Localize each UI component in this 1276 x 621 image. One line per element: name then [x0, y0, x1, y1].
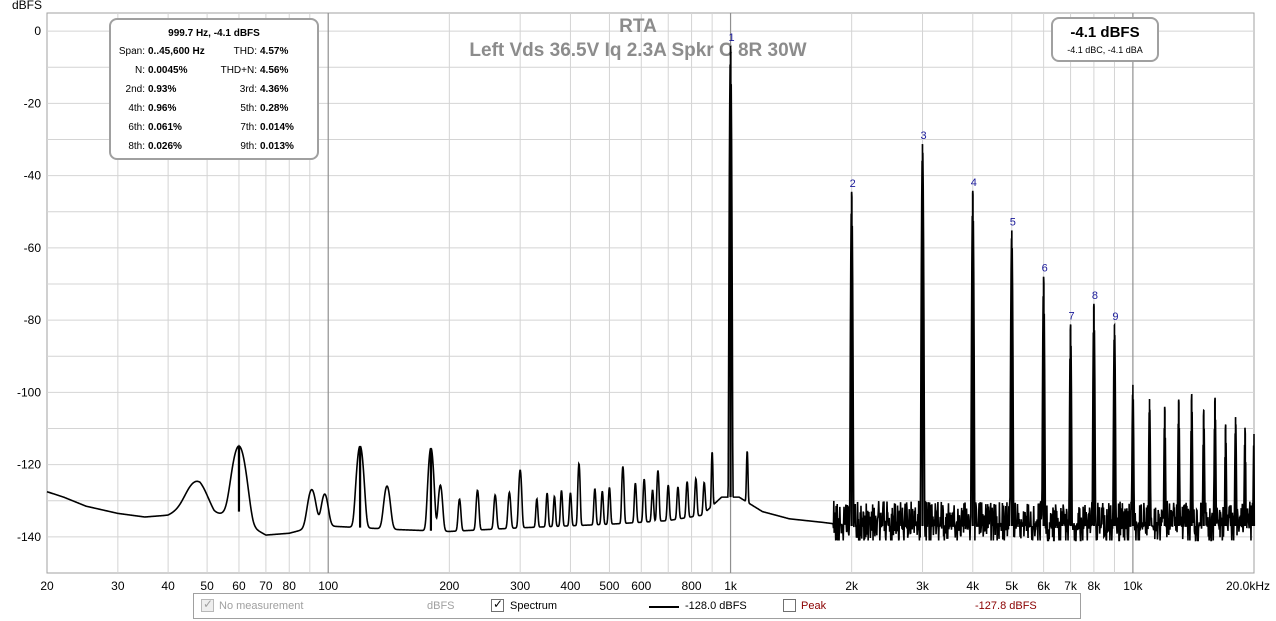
x-tick-label: 50	[200, 579, 214, 590]
x-tick-label: 400	[560, 579, 580, 590]
y-tick-labels: 0 -20 -40 -60 -80 -100 -120 -140	[17, 24, 41, 544]
no-measurement-label: No measurement	[219, 600, 304, 612]
x-tick-label: 8k	[1088, 579, 1102, 590]
info-value: 0.93%	[148, 84, 177, 95]
x-tick-label: 6k	[1037, 579, 1051, 590]
x-tick-label: 2k	[845, 579, 859, 590]
info-value: 0.026%	[148, 141, 182, 152]
info-label: THD+N:	[220, 65, 257, 76]
peak-checkbox[interactable]	[783, 599, 796, 612]
level-weighted-values: -4.1 dBC, -4.1 dBA	[1067, 45, 1143, 55]
x-tick-label: 5k	[1005, 579, 1019, 590]
y-tick-label: -40	[24, 169, 42, 183]
harmonic-marker-label: 6	[1042, 263, 1048, 275]
info-value: 4.36%	[260, 84, 289, 95]
x-tick-label: 4k	[966, 579, 980, 590]
check-icon: ✓	[493, 597, 504, 611]
info-row: 6th: 0.061% 7th: 0.014%	[111, 122, 317, 135]
y-tick-label: -20	[24, 96, 42, 110]
level-readout-box[interactable]: -4.1 dBFS -4.1 dBC, -4.1 dBA	[1051, 17, 1159, 62]
info-label: 3rd:	[239, 84, 257, 95]
chart-subtitle: Left Vds 36.5V Iq 2.3A Spkr C 8R 30W	[469, 40, 806, 61]
info-value: 0.0045%	[148, 65, 188, 76]
x-tick-label: 800	[682, 579, 702, 590]
x-tick-label: 30	[111, 579, 125, 590]
x-tick-label: 600	[631, 579, 651, 590]
info-label: 6th:	[128, 122, 145, 133]
peak-label: Peak	[801, 600, 827, 612]
no-measurement-unit: dBFS	[427, 600, 455, 612]
y-tick-label: 0	[34, 24, 41, 38]
info-title: 999.7 Hz, -4.1 dBFS	[168, 28, 260, 39]
spectrum-trace	[46, 45, 1256, 542]
level-main-value: -4.1 dBFS	[1070, 24, 1140, 41]
x-tick-label: 60	[232, 579, 246, 590]
spectrum-value: -128.0 dBFS	[685, 600, 747, 612]
x-tick-labels: 20 30 40 50 60 70 80 100 200 300 400 500 600 800 1k 2k 3…	[40, 579, 1270, 590]
x-tick-label: 1k	[724, 579, 738, 590]
info-value: 0.061%	[148, 122, 182, 133]
info-label: 7th:	[240, 122, 257, 133]
info-value: 0.96%	[148, 103, 177, 114]
y-tick-label: -80	[24, 313, 42, 327]
info-row: 2nd: 0.93% 3rd: 4.36%	[111, 84, 317, 97]
x-tick-label: 70	[259, 579, 273, 590]
info-label: Span:	[118, 46, 145, 57]
info-value: 4.57%	[260, 46, 289, 57]
x-tick-label: 3k	[916, 579, 930, 590]
x-tick-label: 100	[318, 579, 338, 590]
info-label: 5th:	[240, 103, 257, 114]
harmonic-markers: 1 2 3 4 5 6 7 8 9	[728, 32, 1118, 323]
x-tick-label: 20.0kHz	[1226, 579, 1270, 590]
harmonic-marker-label: 3	[920, 130, 926, 142]
x-tick-label: 80	[283, 579, 297, 590]
no-measurement-checkbox[interactable]: ✓	[201, 597, 214, 612]
spectrum-checkbox[interactable]: ✓	[491, 597, 504, 612]
info-value: 4.56%	[260, 65, 289, 76]
measurement-info-box[interactable]: 999.7 Hz, -4.1 dBFS Span: 0..45,600 Hz T…	[109, 18, 319, 160]
info-row: N: 0.0045% THD+N: 4.56%	[111, 65, 317, 78]
info-label: THD:	[233, 46, 257, 57]
x-tick-label: 20	[40, 579, 54, 590]
x-tick-label: 200	[439, 579, 459, 590]
info-label: N:	[135, 65, 145, 76]
info-label: 2nd:	[125, 84, 145, 95]
harmonic-marker-label: 1	[728, 32, 734, 44]
check-icon: ✓	[203, 597, 214, 611]
info-value: 0..45,600 Hz	[148, 46, 205, 57]
info-label: 9th:	[240, 141, 257, 152]
legend-bar: ✓ No measurement dBFS ✓ Spectrum -128.0 …	[193, 593, 1081, 619]
info-value: 0.28%	[260, 103, 289, 114]
harmonic-marker-label: 4	[971, 177, 977, 189]
y-tick-label: -100	[17, 385, 41, 399]
x-tick-label: 500	[599, 579, 619, 590]
chart-title: RTA	[619, 16, 657, 37]
spectrum-label: Spectrum	[510, 600, 558, 612]
harmonic-marker-label: 2	[850, 178, 856, 190]
harmonic-marker-label: 8	[1092, 290, 1098, 302]
harmonic-marker-label: 9	[1112, 311, 1118, 323]
x-tick-label: 300	[510, 579, 530, 590]
info-row: 8th: 0.026% 9th: 0.013%	[111, 141, 317, 154]
y-axis-label: dBFS	[12, 0, 42, 12]
info-value: 0.014%	[260, 122, 294, 133]
harmonic-marker-label: 5	[1010, 216, 1016, 228]
harmonic-marker-label: 7	[1069, 310, 1075, 322]
peak-value: -127.8 dBFS	[975, 600, 1037, 612]
y-tick-label: -140	[17, 530, 41, 544]
info-label: 8th:	[128, 141, 145, 152]
info-row: 4th: 0.96% 5th: 0.28%	[111, 103, 317, 116]
info-value: 0.013%	[260, 141, 294, 152]
x-tick-label: 7k	[1064, 579, 1078, 590]
y-tick-label: -60	[24, 241, 42, 255]
info-row: Span: 0..45,600 Hz THD: 4.57%	[111, 46, 317, 59]
x-tick-label: 10k	[1123, 579, 1143, 590]
spectrum-line-swatch	[649, 606, 679, 608]
info-label: 4th:	[128, 103, 145, 114]
y-tick-label: -120	[17, 458, 41, 472]
x-tick-label: 40	[161, 579, 175, 590]
